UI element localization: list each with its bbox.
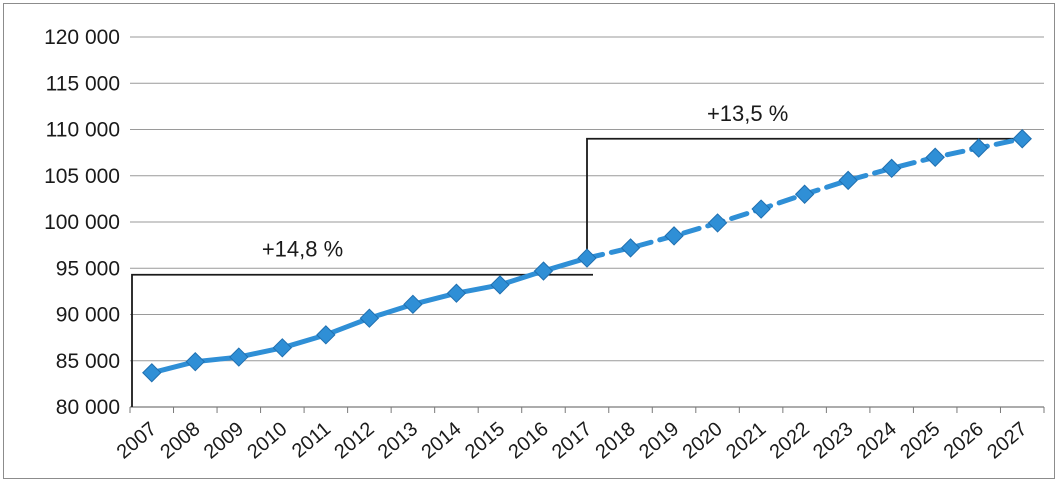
data-point-2015 [491,276,509,294]
data-point-2008 [186,353,204,371]
x-tick-label: 2007 [113,418,161,463]
y-tick-label: 120 000 [44,26,120,49]
data-point-2009 [230,348,248,366]
data-point-2010 [273,339,291,357]
data-point-2022 [796,185,814,203]
axes [130,407,1044,413]
data-point-2025 [926,148,944,166]
data-point-2027 [1013,130,1031,148]
x-tick-label: 2023 [809,418,857,463]
y-tick-label: 95 000 [56,257,120,280]
data-point-2018 [622,239,640,257]
data-point-2014 [447,284,465,302]
x-tick-label: 2011 [288,418,335,463]
data-point-2019 [665,227,683,245]
x-tick-label: 2013 [374,418,422,463]
x-tick-label: 2022 [766,418,814,463]
x-tick-label: 2026 [940,418,988,463]
y-tick-label: 115 000 [46,72,120,95]
x-tick-label: 2027 [983,418,1031,463]
data-point-2013 [404,295,422,313]
data-point-2017 [578,249,596,267]
x-tick-label: 2017 [548,418,596,463]
x-tick-label: 2010 [243,418,291,463]
x-tick-label: 2008 [156,418,204,463]
data-point-2007 [143,364,161,382]
line-chart: 80 000 85 000 90 000 95 000 100 000 105 000 11… [4,4,1054,478]
data-point-2021 [752,200,770,218]
chart-frame: 80 000 85 000 90 000 95 000 100 000 105 000 11… [3,3,1055,479]
y-tick-label: 85 000 [56,350,120,373]
annotation-label: +14,8 % [262,237,343,262]
data-point-2011 [317,326,335,344]
x-tick-label: 2020 [679,418,727,463]
y-tick-label: 80 000 [56,396,120,419]
x-tick-label: 2014 [417,418,465,463]
data-point-2026 [970,139,988,157]
annotation-label: +13,5 % [707,101,788,126]
data-point-2020 [709,214,727,232]
y-axis-tick-labels: 80 000 85 000 90 000 95 000 100 000 105 000 11… [44,26,120,419]
annotation-bracket [132,275,593,407]
y-tick-label: 100 000 [44,211,120,234]
data-point-2016 [534,262,552,280]
data-point-2012 [360,309,378,327]
x-tick-label: 2024 [853,418,901,463]
data-point-2024 [883,159,901,177]
x-tick-label: 2015 [461,418,509,463]
x-tick-label: 2018 [592,418,640,463]
x-axis-tick-labels: 2007200820092010201120122013201420152016… [113,418,1032,463]
y-tick-label: 110 000 [46,119,120,142]
x-tick-label: 2012 [330,418,378,463]
x-tick-label: 2021 [722,418,770,463]
y-tick-label: 90 000 [56,304,120,327]
data-point-2023 [839,171,857,189]
x-tick-label: 2009 [200,418,248,463]
x-tick-label: 2016 [504,418,552,463]
x-tick-label: 2025 [896,418,944,463]
y-tick-label: 105 000 [44,165,120,188]
x-tick-label: 2019 [635,418,683,463]
